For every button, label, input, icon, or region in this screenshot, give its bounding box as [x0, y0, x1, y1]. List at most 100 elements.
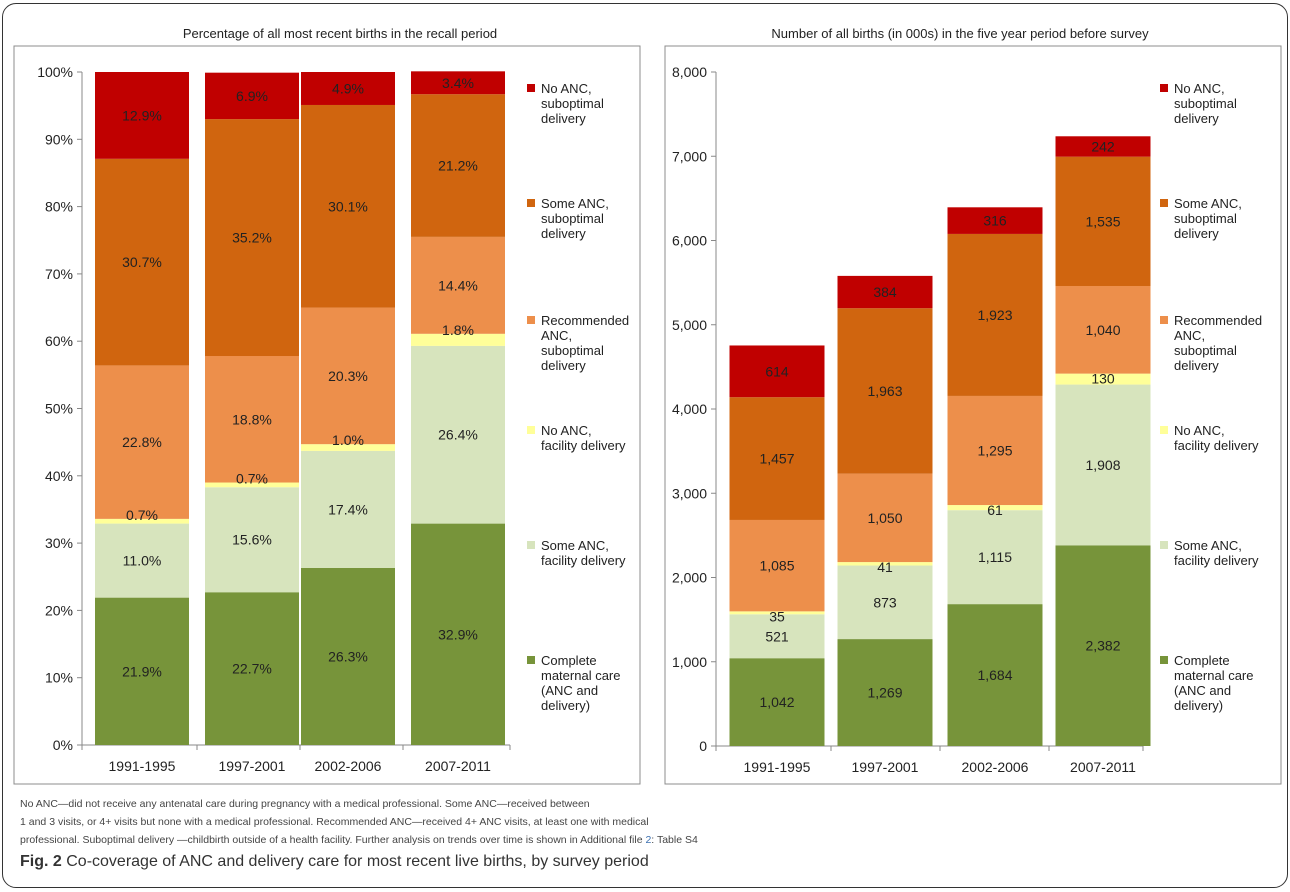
chart2-data-label: 1,115 [978, 549, 1012, 565]
chart2-panel-border [664, 45, 1282, 785]
chart2-y-tick-label: 0 [699, 738, 707, 754]
chart2-bar-segment [1055, 136, 1151, 157]
notes-line-3: professional. Suboptimal delivery —child… [20, 831, 1200, 849]
chart2-y-tick-label: 6,000 [672, 233, 707, 249]
chart1-data-label: 3.4% [442, 75, 474, 91]
chart2-y-tick-label: 3,000 [672, 485, 707, 501]
chart2-bar-segment [947, 505, 1043, 511]
chart2-x-tick-label: 1991-1995 [744, 759, 811, 775]
chart2-bar-segment [947, 395, 1043, 506]
chart1-data-label: 0.7% [126, 507, 158, 523]
chart2-data-label: 521 [765, 628, 789, 644]
chart1-bar-segment [205, 72, 299, 120]
chart1-legend-label: delivery [541, 358, 586, 373]
chart1-bar-segment [95, 72, 189, 159]
chart1-bar-segment [411, 523, 505, 745]
chart1-legend-swatch [527, 426, 535, 434]
chart1-legend-label: Some ANC, [541, 196, 609, 211]
chart2-legend-label: Recommended [1174, 313, 1262, 328]
chart1-data-label: 14.4% [438, 277, 478, 293]
chart1-bar-segment [95, 523, 189, 598]
chart2-data-label: 1,269 [867, 685, 902, 701]
chart2-legend-label: Some ANC, [1174, 196, 1242, 211]
chart2-bar-segment [947, 604, 1043, 746]
chart1-bar-segment [95, 597, 189, 745]
chart1-x-tick-label: 2002-2006 [315, 758, 382, 774]
chart1-data-label: 4.9% [332, 80, 364, 96]
chart1-data-label: 30.7% [122, 254, 162, 270]
chart2-legend-label: facility delivery [1174, 438, 1259, 453]
chart1-title: Percentage of all most recent births in … [183, 26, 497, 41]
chart1-legend-label: Complete [541, 653, 597, 668]
caption-label: Fig. 2 [20, 853, 62, 870]
chart1-bar-segment [205, 119, 299, 357]
chart2-data-label: 242 [1091, 138, 1115, 154]
chart1-bar-segment [301, 307, 395, 445]
chart2-y-tick-label: 2,000 [672, 570, 707, 586]
chart2-data-label: 130 [1091, 371, 1115, 387]
chart2-y-tick-label: 8,000 [672, 64, 707, 80]
chart2-legend-label: No ANC, [1174, 81, 1225, 96]
chart1-bar-segment [411, 71, 505, 95]
chart1-y-tick-label: 100% [37, 64, 73, 80]
chart2-legend-label: delivery [1174, 358, 1219, 373]
chart1-data-label: 22.7% [232, 661, 272, 677]
chart2-data-label: 1,050 [867, 510, 902, 526]
chart2-legend-label: suboptimal [1174, 96, 1237, 111]
chart2-bar-segment [947, 510, 1043, 605]
chart1-legend-swatch [527, 316, 535, 324]
chart2-x-tick-label: 2002-2006 [962, 759, 1029, 775]
chart1-data-label: 21.9% [122, 663, 162, 679]
chart2-bar-segment [729, 345, 825, 398]
chart2-bar-segment [1055, 373, 1151, 385]
chart1-y-tick-label: 80% [45, 199, 73, 215]
chart1-data-label: 12.9% [122, 107, 162, 123]
chart2-data-label: 1,085 [759, 558, 794, 574]
chart1-bar-segment [411, 236, 505, 334]
chart1-legend-label: suboptimal [541, 96, 604, 111]
chart1-bar-segment [205, 482, 299, 488]
chart2-data-label: 873 [873, 594, 897, 610]
chart1-legend-label: suboptimal [541, 211, 604, 226]
chart2-legend-label: No ANC, [1174, 423, 1225, 438]
chart2-data-label: 1,535 [1085, 213, 1120, 229]
chart1-panel-border [13, 45, 641, 785]
chart2-bar-segment [1055, 156, 1151, 286]
chart1-y-tick-label: 20% [45, 602, 73, 618]
chart1-data-label: 30.1% [328, 198, 368, 214]
chart2-bar-segment [837, 308, 933, 474]
caption-text: Co-coverage of ANC and delivery care for… [66, 853, 649, 870]
chart1-legend-swatch [527, 656, 535, 664]
chart2-bar-segment [1055, 285, 1151, 374]
chart2-legend-swatch [1160, 656, 1168, 664]
chart2-bar-segment [837, 639, 933, 746]
chart2-data-label: 1,963 [867, 383, 902, 399]
chart1-data-label: 17.4% [328, 501, 368, 517]
chart1-data-label: 0.7% [236, 471, 268, 487]
chart2-bar-segment [837, 473, 933, 563]
chart2-data-label: 41 [877, 559, 893, 575]
chart2-legend-label: Some ANC, [1174, 538, 1242, 553]
chart2-data-label: 61 [987, 502, 1003, 518]
chart2-y-tick-label: 1,000 [672, 654, 707, 670]
chart2-bar-segment [837, 275, 933, 309]
chart2-data-label: 1,923 [977, 307, 1012, 323]
notes-line-1: No ANC—did not receive any antenatal car… [20, 798, 590, 810]
figure-frame [2, 3, 1288, 888]
chart2-legend-swatch [1160, 541, 1168, 549]
chart1-data-label: 21.2% [438, 158, 478, 174]
chart2-legend-label: suboptimal [1174, 211, 1237, 226]
additional-file-link[interactable]: 2 [645, 834, 652, 846]
notes-line-3-text: professional. Suboptimal delivery —child… [20, 834, 646, 846]
chart1-data-label: 20.3% [328, 368, 368, 384]
chart2-legend-label: delivery [1174, 111, 1219, 126]
chart1-data-label: 6.9% [236, 88, 268, 104]
chart2-legend-label: facility delivery [1174, 553, 1259, 568]
chart2-legend-label: Complete [1174, 653, 1230, 668]
chart2-data-label: 1,908 [1085, 457, 1120, 473]
chart1-bar-segment [95, 158, 189, 366]
chart1-x-tick-label: 1991-1995 [109, 758, 176, 774]
chart1-data-label: 35.2% [232, 230, 272, 246]
chart1-data-label: 26.4% [438, 427, 478, 443]
chart2-data-label: 1,457 [759, 451, 794, 467]
